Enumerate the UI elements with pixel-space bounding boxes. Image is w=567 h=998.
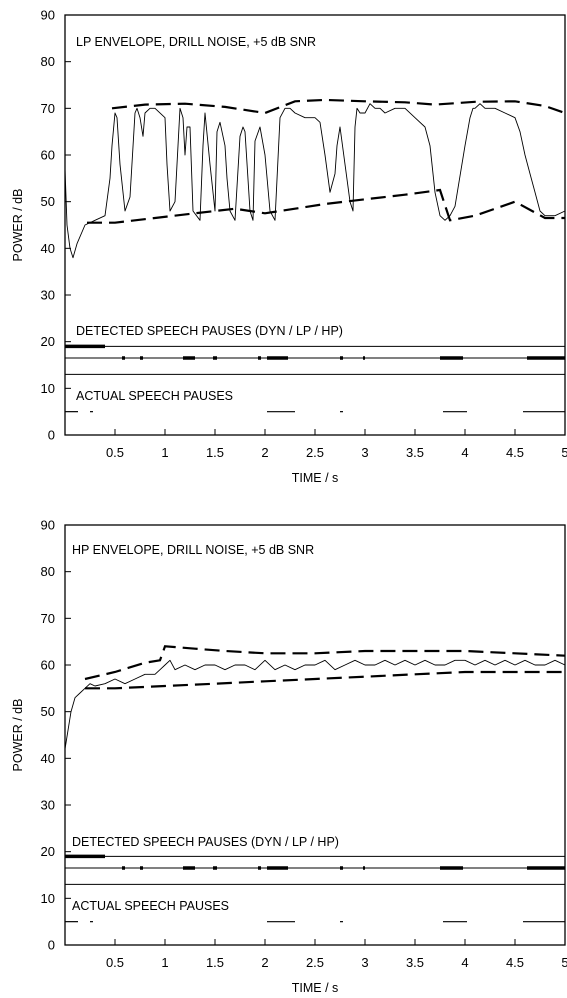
x-tick-label: 3.5 [406, 445, 424, 460]
x-tick-label: 4 [461, 445, 468, 460]
x-tick-label: 3 [361, 445, 368, 460]
plot-frame [64, 14, 566, 436]
x-axis-label: TIME / s [292, 981, 339, 995]
detected-pauses-label: DETECTED SPEECH PAUSES (DYN / LP / HP) [72, 835, 339, 849]
upper-envelope-line [111, 98, 566, 115]
y-tick-label: 20 [41, 334, 55, 349]
x-tick-label: 2 [261, 445, 268, 460]
lower-envelope-line [85, 670, 565, 690]
y-tick-label: 40 [41, 241, 55, 256]
x-tick-label: 3.5 [406, 955, 424, 970]
x-tick-label: 5 [561, 955, 567, 970]
y-tick-label: 80 [41, 54, 55, 69]
y-tick-label: 0 [48, 428, 55, 443]
x-axis: 0.5 1 1.5 2 2.5 3 3.5 4 4.5 5 [106, 939, 567, 970]
y-tick-label: 60 [41, 658, 55, 673]
x-tick-label: 2 [261, 955, 268, 970]
y-tick-label: 50 [41, 194, 55, 209]
x-tick-label: 3 [361, 955, 368, 970]
y-tick-label: 70 [41, 101, 55, 116]
detected-pauses-label: DETECTED SPEECH PAUSES (DYN / LP / HP) [76, 324, 343, 338]
upper-envelope-line [84, 645, 566, 681]
envelope-title: HP ENVELOPE, DRILL NOISE, +5 dB SNR [72, 543, 314, 557]
x-tick-label: 2.5 [306, 955, 324, 970]
actual-pauses-label: ACTUAL SPEECH PAUSES [76, 389, 233, 403]
x-axis: 0.5 1 1.5 2 2.5 3 3.5 4 4.5 5 [106, 429, 567, 460]
y-axis: 0 10 20 30 40 50 60 70 80 90 [41, 8, 71, 443]
actual-pauses-label: ACTUAL SPEECH PAUSES [72, 899, 229, 913]
x-tick-label: 1 [161, 955, 168, 970]
x-tick-label: 4.5 [506, 445, 524, 460]
y-tick-label: 40 [41, 751, 55, 766]
chart-panel-lp: 0 10 20 30 40 50 60 70 80 90 0.5 1 1.5 2 2.5 3 3.5 4 4.5 5… [11, 8, 567, 486]
y-tick-label: 50 [41, 704, 55, 719]
power-trace-line [64, 103, 566, 259]
y-tick-label: 60 [41, 148, 55, 163]
y-tick-label: 10 [41, 381, 55, 396]
x-axis-label: TIME / s [292, 471, 339, 485]
y-tick-label: 70 [41, 611, 55, 626]
x-tick-label: 1.5 [206, 955, 224, 970]
x-tick-label: 5 [561, 445, 567, 460]
x-tick-label: 4.5 [506, 955, 524, 970]
x-tick-label: 1.5 [206, 445, 224, 460]
chart-panel-hp: 0 10 20 30 40 50 60 70 80 90 0.5 1 1.5 2 2.5 3 3.5 4 4.5 5… [11, 518, 567, 996]
x-tick-label: 0.5 [106, 445, 124, 460]
y-axis-label: POWER / dB [11, 189, 25, 262]
plot-marks [64, 98, 566, 413]
y-tick-label: 0 [48, 938, 55, 953]
y-tick-label: 30 [41, 288, 55, 303]
x-tick-label: 0.5 [106, 955, 124, 970]
y-axis-label: POWER / dB [11, 699, 25, 772]
y-tick-label: 30 [41, 798, 55, 813]
envelope-title: LP ENVELOPE, DRILL NOISE, +5 dB SNR [76, 35, 316, 49]
lower-envelope-line [87, 188, 565, 224]
plot-frame [64, 524, 566, 946]
plot-marks [64, 645, 566, 923]
y-tick-label: 90 [41, 8, 55, 23]
y-tick-label: 10 [41, 891, 55, 906]
x-tick-label: 2.5 [306, 445, 324, 460]
x-tick-label: 1 [161, 445, 168, 460]
x-tick-label: 4 [461, 955, 468, 970]
y-tick-label: 90 [41, 518, 55, 533]
y-tick-label: 80 [41, 564, 55, 579]
y-axis: 0 10 20 30 40 50 60 70 80 90 [41, 518, 71, 953]
y-tick-label: 20 [41, 844, 55, 859]
power-trace-line [64, 659, 566, 750]
